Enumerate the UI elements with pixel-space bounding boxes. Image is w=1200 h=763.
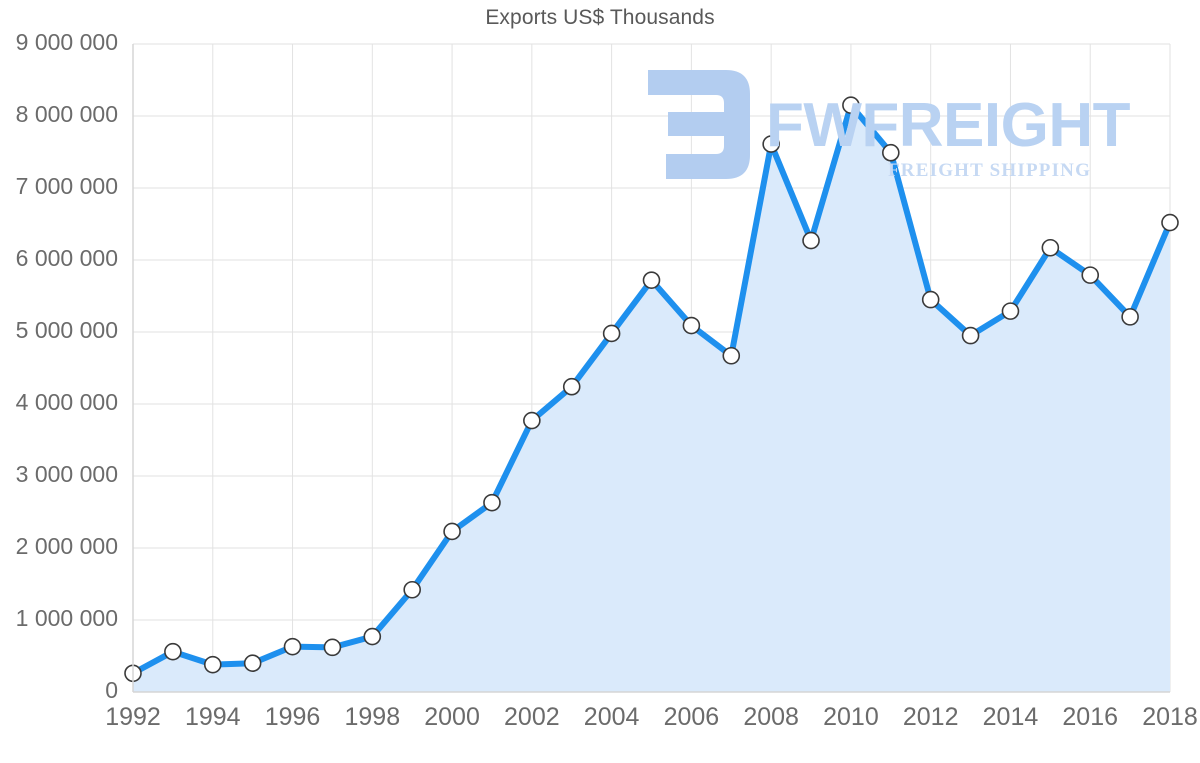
data-point-marker	[961, 326, 980, 345]
data-point-marker	[483, 493, 501, 512]
x-axis-tick-label: 1998	[344, 703, 401, 731]
data-point-marker	[1081, 266, 1100, 284]
y-axis-tick-label: 4 000 000	[15, 389, 118, 415]
x-axis-tick-label: 2002	[504, 703, 560, 731]
x-axis-tick-label: 2008	[743, 703, 799, 731]
y-axis-tick-label: 9 000 000	[15, 29, 118, 55]
data-point-marker	[1001, 302, 1020, 320]
data-point-marker	[164, 642, 182, 661]
chart-title: Exports US$ Thousands	[485, 6, 715, 29]
data-point-marker	[283, 637, 302, 656]
data-point-marker	[243, 654, 262, 673]
data-point-marker	[722, 346, 741, 365]
x-axis-tick-label: 1994	[184, 703, 241, 731]
data-point-marker	[523, 411, 541, 430]
x-axis-tick-label: 1992	[105, 703, 161, 731]
data-point-marker	[882, 143, 900, 162]
data-point-marker	[642, 271, 661, 289]
y-axis-tick-label: 1 000 000	[15, 605, 118, 631]
data-point-marker	[323, 638, 342, 657]
data-point-marker	[443, 522, 461, 541]
x-axis-tick-label: 2010	[823, 703, 879, 731]
data-point-marker	[562, 377, 581, 396]
data-point-marker	[842, 96, 860, 114]
data-point-marker	[802, 231, 820, 250]
x-axis-tick-label: 2016	[1062, 703, 1119, 731]
y-axis-tick-label: 5 000 000	[15, 317, 118, 343]
data-point-marker	[363, 627, 382, 646]
data-point-marker	[1041, 238, 1060, 257]
y-axis-tick-label: 7 000 000	[15, 173, 118, 199]
x-axis-tick-label: 2000	[424, 703, 480, 731]
data-point-marker	[1121, 308, 1139, 326]
y-axis-tick-label: 2 000 000	[15, 533, 118, 559]
x-axis-tick-label: 2006	[663, 703, 720, 731]
area-fill	[133, 105, 1170, 692]
x-axis-tick-label: 2014	[982, 703, 1039, 731]
data-point-marker	[602, 324, 621, 343]
x-axis-tick-label: 2012	[902, 703, 959, 731]
y-axis-tick-label: 3 000 000	[15, 461, 118, 487]
data-point-marker	[762, 135, 780, 153]
y-axis-tick-label: 0	[105, 677, 118, 703]
data-point-marker	[921, 290, 940, 309]
data-point-marker	[403, 580, 421, 599]
data-point-marker	[682, 316, 701, 335]
x-axis-tick-label: 1996	[264, 703, 321, 731]
data-point-marker	[1161, 213, 1179, 232]
y-axis-tick-label: 6 000 000	[15, 245, 118, 271]
x-axis-tick-label: 2004	[583, 703, 640, 731]
y-axis-tick-label: 8 000 000	[15, 101, 118, 127]
x-axis-tick-label: 2018	[1142, 703, 1198, 731]
data-point-marker	[203, 655, 222, 674]
